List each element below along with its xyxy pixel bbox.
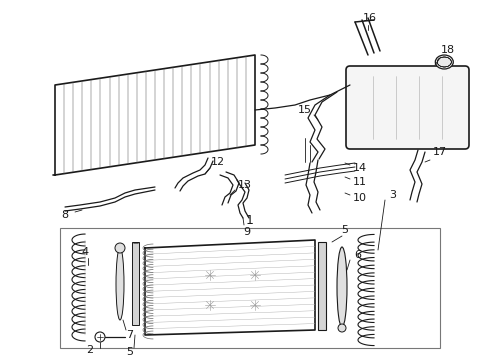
Text: 17: 17 (433, 147, 447, 157)
Text: 8: 8 (61, 210, 69, 220)
Bar (60, 228, 440, 348)
Text: 9: 9 (244, 227, 250, 237)
Text: 2: 2 (86, 345, 94, 355)
Text: 15: 15 (298, 105, 312, 115)
Circle shape (115, 243, 125, 253)
Text: 4: 4 (81, 247, 89, 257)
Text: 14: 14 (353, 163, 367, 173)
Text: 16: 16 (363, 13, 377, 23)
Text: 5: 5 (126, 347, 133, 357)
FancyBboxPatch shape (346, 66, 469, 149)
Text: 5: 5 (342, 225, 348, 235)
Bar (318, 242, 326, 330)
Text: 13: 13 (238, 180, 252, 190)
Ellipse shape (337, 247, 347, 327)
Text: 12: 12 (211, 157, 225, 167)
Text: 6: 6 (354, 250, 362, 260)
Circle shape (338, 324, 346, 332)
Text: 1: 1 (246, 213, 254, 226)
Text: 7: 7 (126, 330, 134, 340)
Text: 18: 18 (441, 45, 455, 55)
Ellipse shape (116, 248, 124, 320)
Text: 10: 10 (353, 193, 367, 203)
Ellipse shape (435, 55, 453, 69)
Text: 11: 11 (353, 177, 367, 187)
Text: 3: 3 (390, 190, 396, 200)
Bar (132, 242, 139, 325)
